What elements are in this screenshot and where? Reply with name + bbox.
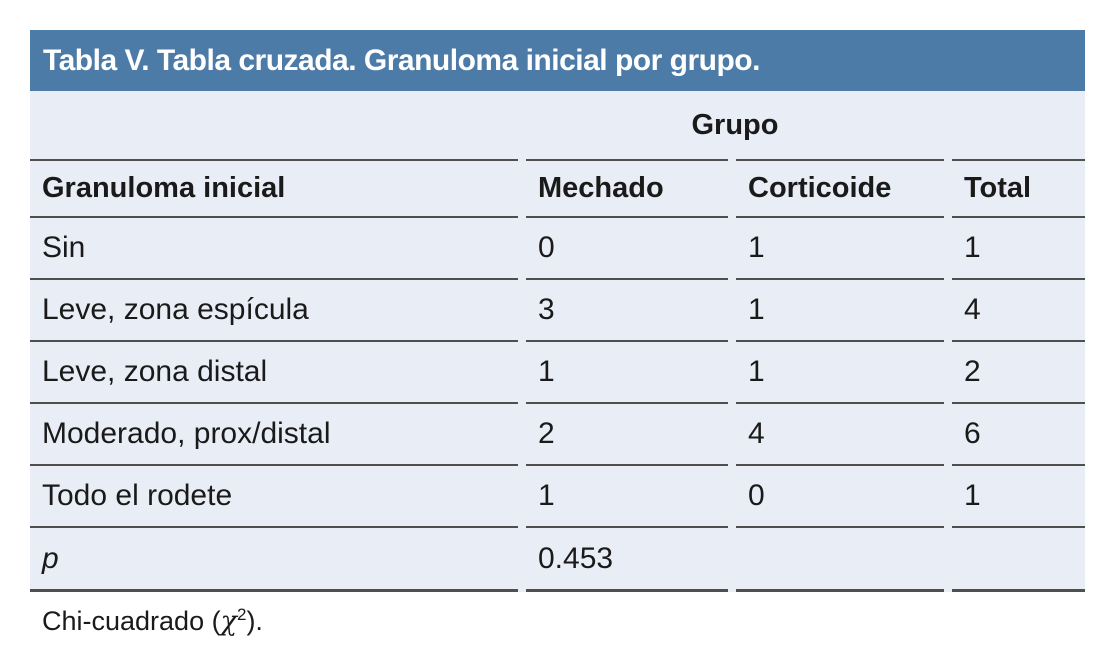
- column-header-corticoide: Corticoide: [736, 159, 944, 216]
- chi-exponent: 2: [236, 605, 247, 624]
- table-row-moderado: Moderado, prox/distal 2 4 6: [30, 402, 1085, 464]
- table-row-leve-distal: Leve, zona distal 1 1 2: [30, 340, 1085, 402]
- cell-corticoide: 1: [736, 340, 944, 402]
- table-row-sin: Sin 0 1 1: [30, 216, 1085, 278]
- table-body: Grupo Granuloma inicial Mechado Corticoi…: [30, 91, 1085, 592]
- footnote-text: Chi-cuadrado (: [42, 606, 221, 636]
- p-value: 0.453: [526, 526, 728, 592]
- column-header-granuloma-inicial: Granuloma inicial: [30, 159, 518, 216]
- chi-symbol: χ: [220, 606, 237, 637]
- cell-mechado: 1: [526, 340, 728, 402]
- cell-total: 1: [952, 216, 1085, 278]
- cell-corticoide: 1: [736, 278, 944, 340]
- row-label: Leve, zona distal: [30, 340, 518, 402]
- cell-total: 4: [952, 278, 1085, 340]
- cell-corticoide: 4: [736, 402, 944, 464]
- table-row-todo-el-rodete: Todo el rodete 1 0 1: [30, 464, 1085, 526]
- table-title: Tabla V. Tabla cruzada. Granuloma inicia…: [43, 43, 760, 77]
- cell-corticoide: 1: [736, 216, 944, 278]
- cell-mechado: 0: [526, 216, 728, 278]
- footnote: Chi-cuadrado (χ2).: [42, 606, 263, 637]
- row-label: Leve, zona espícula: [30, 278, 518, 340]
- cell-total: 2: [952, 340, 1085, 402]
- p-label: p: [30, 526, 518, 592]
- cell-mechado: 3: [526, 278, 728, 340]
- group-header-cell: Grupo: [691, 108, 779, 141]
- table-title-bar: Tabla V. Tabla cruzada. Granuloma inicia…: [30, 30, 1085, 91]
- p-value-row: p 0.453: [30, 526, 1085, 592]
- row-label: Sin: [30, 216, 518, 278]
- table-card: Tabla V. Tabla cruzada. Granuloma inicia…: [30, 30, 1085, 592]
- column-header-total: Total: [952, 159, 1085, 216]
- table-row-leve-espicula: Leve, zona espícula 3 1 4: [30, 278, 1085, 340]
- group-header-row: Grupo: [30, 91, 1085, 159]
- cell-total: 6: [952, 402, 1085, 464]
- cell-corticoide: 0: [736, 464, 944, 526]
- row-label: Todo el rodete: [30, 464, 518, 526]
- empty-cell: [736, 526, 944, 592]
- crosstab-table: Grupo Granuloma inicial Mechado Corticoi…: [22, 91, 1093, 592]
- row-label: Moderado, prox/distal: [30, 402, 518, 464]
- empty-cell: [952, 91, 1085, 159]
- footnote-end: ).: [246, 606, 263, 636]
- cell-mechado: 1: [526, 464, 728, 526]
- cell-mechado: 2: [526, 402, 728, 464]
- column-header-mechado: Mechado: [526, 159, 728, 216]
- empty-cell: [30, 91, 518, 159]
- empty-cell: [952, 526, 1085, 592]
- column-header-row: Granuloma inicial Mechado Corticoide Tot…: [30, 159, 1085, 216]
- cell-total: 1: [952, 464, 1085, 526]
